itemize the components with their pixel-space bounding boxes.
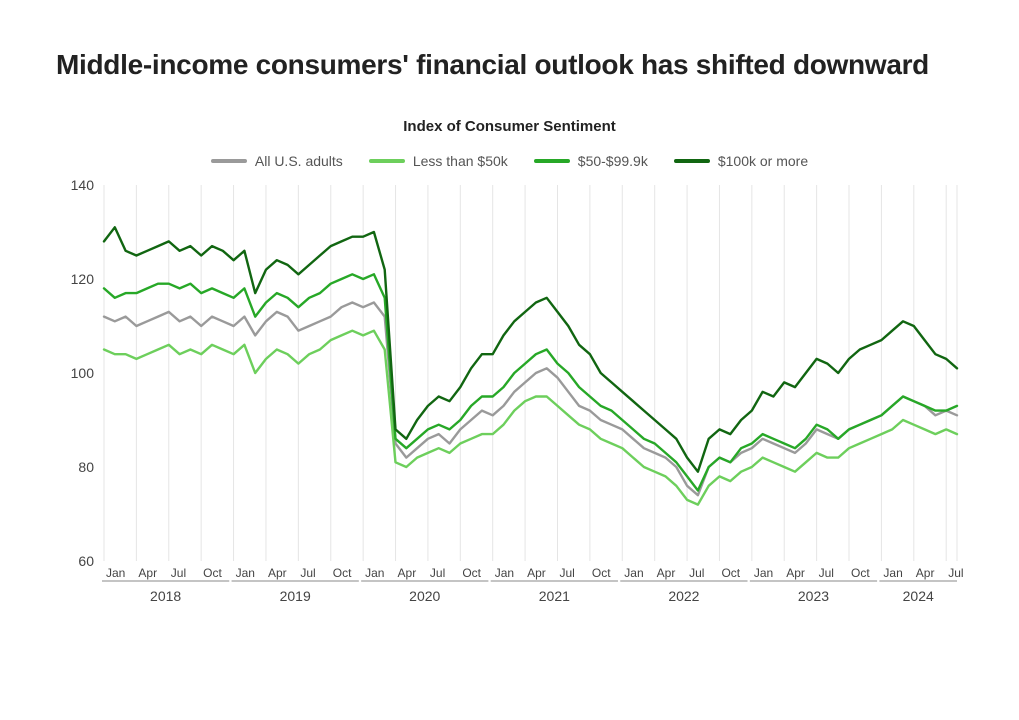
legend-label: All U.S. adults: [255, 153, 343, 169]
svg-text:2020: 2020: [409, 588, 440, 604]
svg-text:Oct: Oct: [203, 566, 222, 580]
legend-swatch: [534, 159, 570, 163]
svg-text:2019: 2019: [280, 588, 311, 604]
legend-swatch: [674, 159, 710, 163]
svg-text:2024: 2024: [903, 588, 934, 604]
svg-text:2022: 2022: [668, 588, 699, 604]
chart-area: 60 80 100 120 140 Jan Apr Jul Oct 2018 Jan Apr Jul Oc…: [56, 175, 963, 625]
svg-text:100: 100: [71, 365, 95, 381]
legend-item: Less than $50k: [369, 153, 508, 169]
svg-text:Jul: Jul: [819, 566, 834, 580]
svg-text:Apr: Apr: [138, 566, 157, 580]
svg-text:60: 60: [78, 553, 94, 569]
legend-item: All U.S. adults: [211, 153, 343, 169]
svg-text:Oct: Oct: [721, 566, 740, 580]
svg-text:Oct: Oct: [592, 566, 611, 580]
svg-text:Jul: Jul: [559, 566, 574, 580]
x-axis: Jan Apr Jul Oct 2018 Jan Apr Jul Oct 2019 Jan Apr Ju…: [102, 561, 963, 604]
svg-text:Oct: Oct: [462, 566, 481, 580]
legend-label: Less than $50k: [413, 153, 508, 169]
chart-main-title: Middle-income consumers' financial outlo…: [56, 48, 963, 82]
svg-text:Jan: Jan: [754, 566, 773, 580]
line-chart-svg: 60 80 100 120 140 Jan Apr Jul Oct 2018 Jan Apr Jul Oc…: [56, 175, 963, 625]
svg-text:Jul: Jul: [430, 566, 445, 580]
svg-text:Apr: Apr: [786, 566, 805, 580]
gridlines: [104, 185, 957, 561]
svg-text:Jan: Jan: [624, 566, 643, 580]
svg-text:Jan: Jan: [106, 566, 125, 580]
y-axis: 60 80 100 120 140: [71, 177, 95, 569]
legend-swatch: [211, 159, 247, 163]
legend-label: $50-$99.9k: [578, 153, 648, 169]
svg-text:2023: 2023: [798, 588, 829, 604]
svg-text:2021: 2021: [539, 588, 570, 604]
svg-text:Jan: Jan: [236, 566, 255, 580]
svg-text:Apr: Apr: [916, 566, 935, 580]
svg-text:Jan: Jan: [365, 566, 384, 580]
svg-text:Apr: Apr: [527, 566, 546, 580]
svg-text:140: 140: [71, 177, 95, 193]
chart-subtitle: Index of Consumer Sentiment: [56, 118, 963, 135]
legend-item: $50-$99.9k: [534, 153, 648, 169]
legend-label: $100k or more: [718, 153, 808, 169]
svg-text:Apr: Apr: [398, 566, 417, 580]
svg-text:Jul: Jul: [948, 566, 963, 580]
svg-text:80: 80: [78, 459, 94, 475]
svg-text:2018: 2018: [150, 588, 181, 604]
svg-text:Jul: Jul: [171, 566, 186, 580]
series-group: [104, 227, 957, 504]
page: Middle-income consumers' financial outlo…: [0, 0, 1019, 720]
svg-text:Jan: Jan: [495, 566, 514, 580]
svg-text:Apr: Apr: [657, 566, 676, 580]
svg-text:120: 120: [71, 271, 95, 287]
chart-legend: All U.S. adults Less than $50k $50-$99.9k $…: [56, 153, 963, 169]
legend-item: $100k or more: [674, 153, 808, 169]
series-line: [104, 330, 957, 504]
svg-text:Jan: Jan: [883, 566, 902, 580]
svg-text:Oct: Oct: [333, 566, 352, 580]
svg-text:Jul: Jul: [689, 566, 704, 580]
svg-text:Oct: Oct: [851, 566, 870, 580]
svg-text:Jul: Jul: [300, 566, 315, 580]
legend-swatch: [369, 159, 405, 163]
svg-text:Apr: Apr: [268, 566, 287, 580]
